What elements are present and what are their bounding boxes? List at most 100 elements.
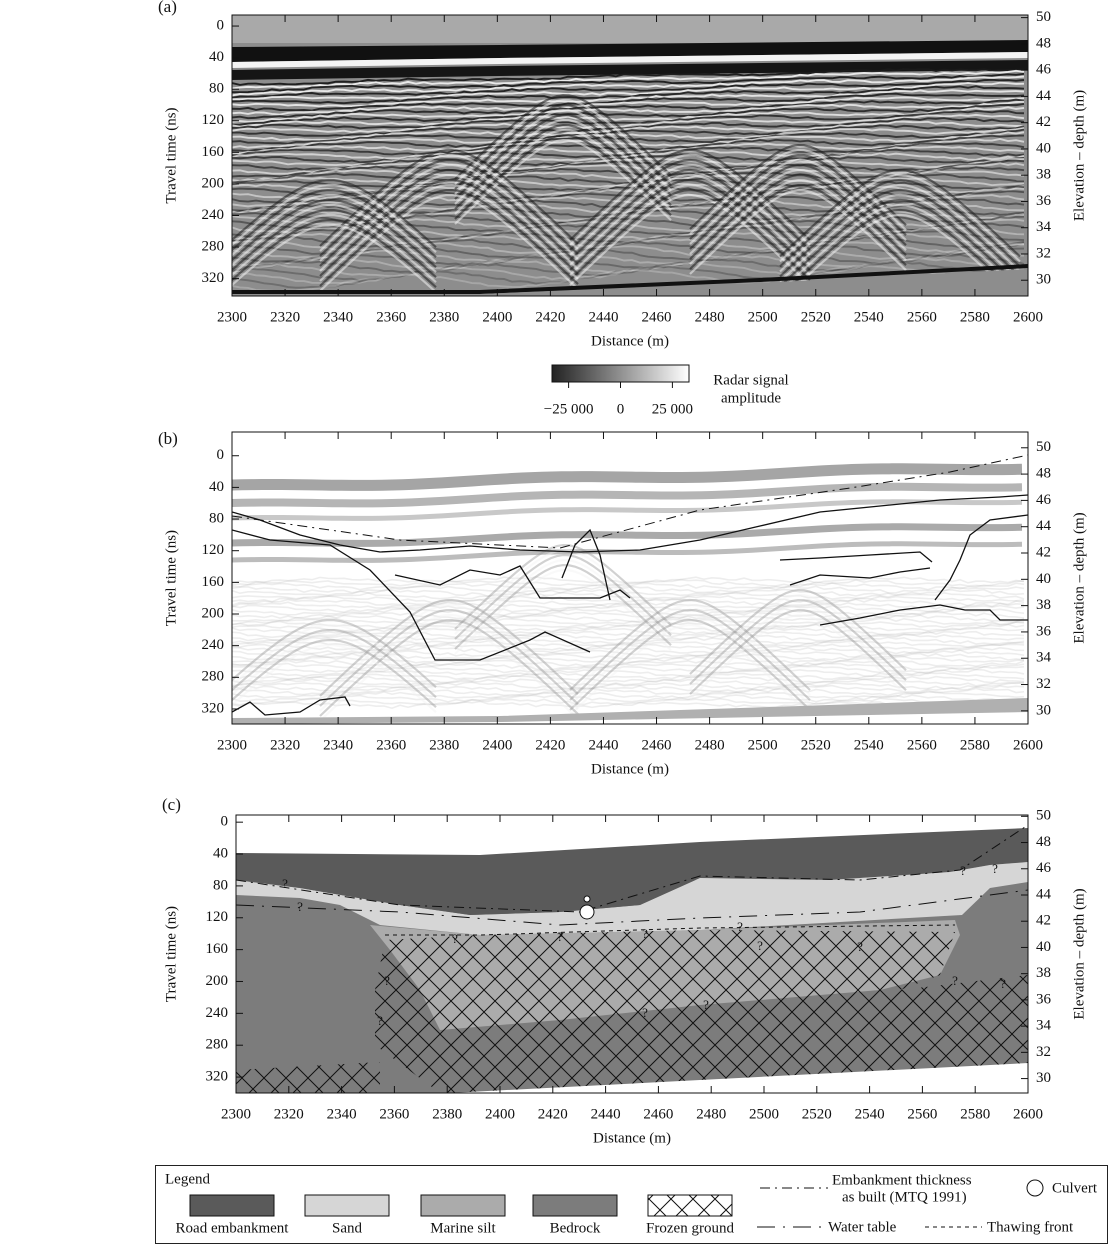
texture	[232, 103, 1025, 126]
x-tick-label: 2500	[748, 737, 778, 753]
x-tick-label: 2520	[802, 1106, 832, 1122]
texture	[454, 543, 672, 630]
x-axis-label: Distance (m)	[591, 761, 669, 777]
y2-tick-label: 32	[1036, 1044, 1051, 1060]
texture	[232, 691, 1025, 700]
interpretation-line	[934, 514, 1028, 601]
x-tick-label: 2560	[907, 309, 937, 325]
x-tick-label: 2580	[960, 1106, 990, 1122]
texture	[232, 134, 1025, 157]
texture	[232, 588, 1025, 598]
texture	[232, 643, 437, 714]
x-tick-label: 2600	[1013, 737, 1043, 753]
x-tick-label: 2360	[376, 309, 406, 325]
y2-tick-label: 50	[1036, 439, 1051, 455]
texture	[232, 85, 1025, 105]
annotation: ?	[384, 973, 390, 988]
x-tick-label: 2440	[588, 737, 618, 753]
x-tick-label: 2340	[327, 1106, 357, 1122]
texture	[232, 633, 437, 704]
y-tick-label: 0	[217, 17, 225, 33]
texture	[232, 81, 1025, 101]
texture	[569, 608, 811, 701]
y2-tick-label: 48	[1036, 466, 1051, 482]
texture	[454, 113, 672, 200]
texture	[232, 264, 1025, 293]
legend-label: Thawing front	[987, 1219, 1074, 1235]
y2-tick-label: 34	[1036, 219, 1052, 235]
x-tick-label: 2460	[642, 737, 672, 753]
texture	[454, 123, 672, 210]
texture	[689, 603, 907, 690]
texture	[232, 668, 1025, 678]
texture	[232, 264, 1028, 294]
x-tick-label: 2320	[270, 737, 300, 753]
layer	[450, 1063, 1028, 1093]
y2-tick-label: 36	[1036, 193, 1052, 209]
texture	[232, 223, 437, 294]
texture	[569, 183, 811, 276]
texture	[232, 98, 1025, 120]
annotation: ?	[960, 863, 966, 878]
y-tick-label: 320	[202, 270, 225, 286]
y2-tick-label: 38	[1036, 167, 1051, 183]
texture	[232, 213, 437, 284]
plot-area	[232, 15, 1028, 296]
y2-tick-label: 32	[1036, 676, 1051, 692]
x-tick-label: 2580	[960, 737, 990, 753]
colorbar-tick-label: −25 000	[544, 401, 594, 417]
texture	[232, 646, 1025, 655]
texture	[454, 98, 672, 185]
y-tick-label: 320	[206, 1069, 229, 1085]
annotation: ?	[557, 929, 563, 944]
panel-label: (c)	[162, 795, 181, 814]
texture	[232, 652, 1025, 661]
x-tick-label: 2540	[854, 309, 884, 325]
texture	[232, 633, 1025, 642]
y2-tick-label: 42	[1036, 913, 1051, 929]
texture	[454, 548, 672, 635]
x-tick-label: 2320	[270, 309, 300, 325]
annotation: ?	[642, 926, 648, 941]
y-tick-label: 160	[202, 574, 225, 590]
texture	[232, 639, 1025, 649]
y2-tick-label: 42	[1036, 114, 1051, 130]
texture	[232, 463, 1023, 491]
texture	[232, 203, 437, 274]
texture	[779, 188, 1021, 278]
y2-tick-label: 46	[1036, 62, 1052, 78]
texture	[232, 257, 1025, 285]
x-tick-label: 2560	[907, 737, 937, 753]
texture	[779, 203, 1021, 293]
plot-area	[232, 432, 1028, 724]
texture	[454, 558, 672, 645]
texture	[454, 93, 672, 180]
legend-label: Road embankment	[176, 1220, 290, 1236]
frame	[231, 14, 1029, 297]
x-tick-label: 2480	[695, 309, 725, 325]
texture	[569, 178, 811, 271]
texture	[232, 246, 1025, 273]
annotation: ?	[297, 899, 303, 914]
y2-tick-label: 30	[1036, 702, 1051, 718]
texture	[319, 608, 579, 707]
x-tick-label: 2560	[907, 1106, 937, 1122]
x-tick-label: 2320	[274, 1106, 304, 1122]
y2-tick-label: 32	[1036, 245, 1051, 261]
texture	[232, 482, 1023, 508]
texture	[454, 553, 672, 640]
x-tick-label: 2480	[695, 737, 725, 753]
texture	[232, 183, 437, 254]
y-tick-label: 0	[221, 814, 229, 830]
texture	[232, 162, 1025, 186]
texture	[232, 178, 437, 249]
x-tick-label: 2580	[960, 309, 990, 325]
texture	[232, 68, 1025, 86]
texture	[232, 523, 1023, 547]
texture	[232, 687, 1025, 697]
y2-tick-label: 38	[1036, 597, 1051, 613]
texture	[232, 100, 1025, 123]
legend-label: Embankment thickness	[832, 1172, 972, 1188]
y-tick-label: 200	[202, 175, 225, 191]
texture	[454, 128, 672, 215]
